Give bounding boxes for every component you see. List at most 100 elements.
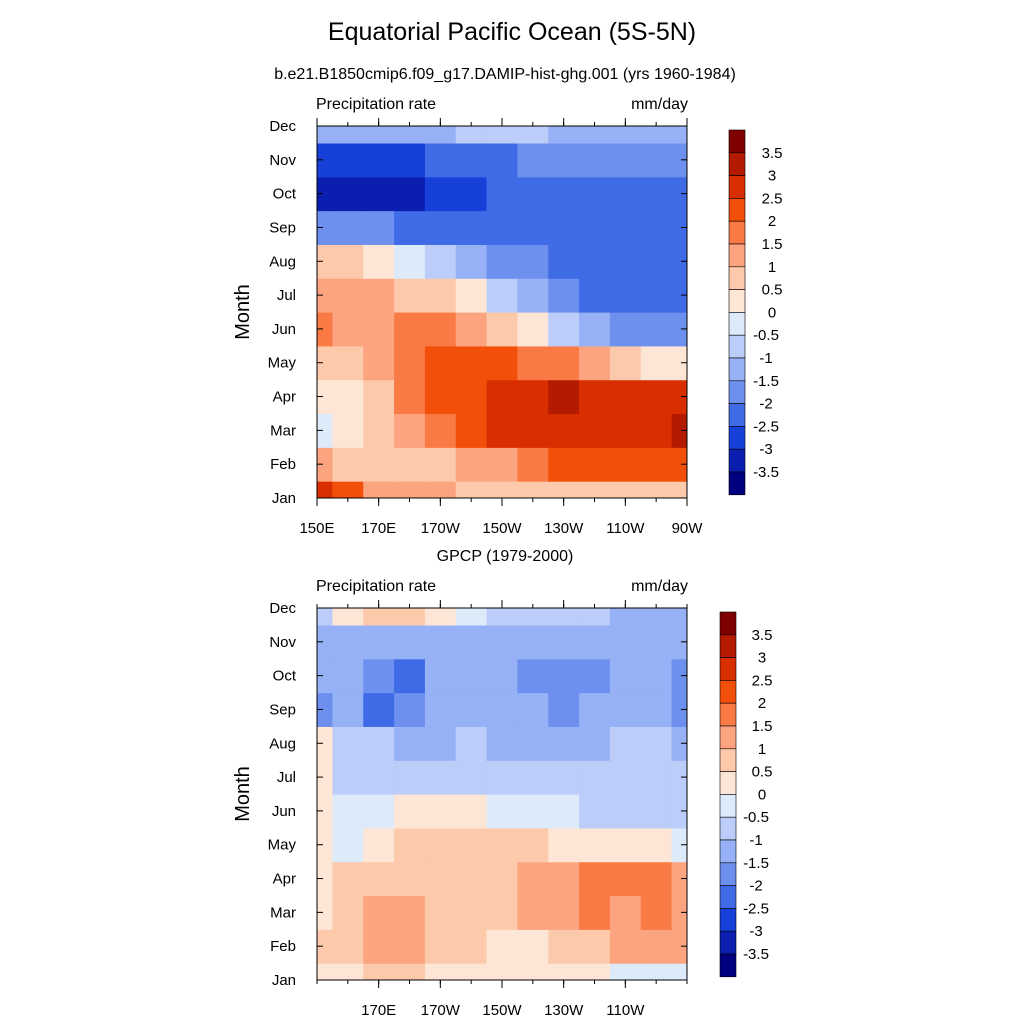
heatmap-cell xyxy=(317,176,334,212)
heatmap-cell xyxy=(579,929,611,964)
heatmap-cell xyxy=(609,176,642,212)
heatmap-cell xyxy=(579,278,611,313)
heatmap-cell xyxy=(317,963,334,980)
colorbar-swatch xyxy=(728,220,746,245)
heatmap-cell xyxy=(517,278,549,313)
heatmap-cell xyxy=(317,312,334,347)
heatmap-cell xyxy=(394,895,426,930)
heatmap-cell xyxy=(548,312,580,347)
heatmap-cell xyxy=(332,895,364,930)
heatmap-cell xyxy=(394,481,426,498)
heatmap-cell xyxy=(517,963,549,980)
heatmap-cell xyxy=(609,929,642,964)
heatmap-cell xyxy=(332,726,364,761)
heatmap-cell xyxy=(332,481,364,498)
heatmap-cell xyxy=(317,244,334,279)
heatmap-cell xyxy=(640,929,673,964)
heatmap-cell xyxy=(363,413,395,448)
heatmap-cell xyxy=(609,413,642,448)
heatmap-cell xyxy=(363,963,395,980)
heatmap-cell xyxy=(609,726,642,761)
colorbar-swatch xyxy=(719,908,737,932)
heatmap-cell xyxy=(548,658,580,694)
heatmap-cell xyxy=(640,210,673,245)
x-tick-label: 150E xyxy=(299,520,334,537)
heatmap-cell xyxy=(548,827,580,863)
heatmap-cell xyxy=(363,142,395,178)
heatmap-cell xyxy=(424,658,457,694)
heatmap-cell xyxy=(671,312,687,347)
heatmap-cell xyxy=(332,176,364,212)
heatmap-cell xyxy=(317,827,334,863)
heatmap-cell xyxy=(548,126,580,144)
heatmap-cell xyxy=(486,861,519,897)
heatmap-cell xyxy=(332,963,364,980)
colorbar-label: 3 xyxy=(758,650,766,667)
heatmap-cell xyxy=(363,794,395,829)
y-tick-label: Oct xyxy=(273,668,297,685)
colorbar-swatch xyxy=(719,680,737,704)
heatmap-cell xyxy=(363,760,395,795)
y-tick-label: Apr xyxy=(273,389,296,406)
heatmap-cell xyxy=(363,345,395,381)
heatmap-cell xyxy=(332,142,364,178)
heatmap-cell xyxy=(394,624,426,660)
heatmap-cell xyxy=(517,312,549,347)
colorbar-label: 0.5 xyxy=(752,764,773,781)
heatmap-cell xyxy=(363,210,395,245)
heatmap-cell xyxy=(317,278,334,313)
heatmap-cell xyxy=(579,126,611,144)
heatmap-cell xyxy=(486,447,519,482)
heatmap-cell xyxy=(332,379,364,415)
panel-2-subtitle: GPCP (1979-2000) xyxy=(436,548,574,565)
heatmap-cell xyxy=(579,142,611,178)
heatmap-cell xyxy=(671,413,687,448)
heatmap-cell xyxy=(424,624,457,660)
heatmap-cell xyxy=(671,658,687,694)
heatmap-cell xyxy=(317,658,334,694)
colorbar-swatch xyxy=(728,448,746,473)
heatmap-cell xyxy=(640,624,673,660)
colorbar-label: -1.5 xyxy=(743,855,769,872)
heatmap-cell xyxy=(394,312,426,347)
heatmap-cell xyxy=(424,176,457,212)
heatmap-cell xyxy=(517,624,549,660)
heatmap-cell xyxy=(671,447,687,482)
colorbar-2: 3.5 3 2.5 2 1.5 1 0.5 0 -0.5 -1 -1.5 -2 -2.5 -3 -3.5 xyxy=(719,611,773,978)
colorbar-swatch xyxy=(728,380,746,404)
heatmap-cell xyxy=(579,447,611,482)
colorbar-label: -1 xyxy=(749,832,762,849)
heatmap-cell xyxy=(455,142,488,178)
heatmap-cell xyxy=(517,126,549,144)
heatmap-cell xyxy=(609,827,642,863)
heatmap-cell xyxy=(640,608,673,626)
heatmap-cell xyxy=(424,861,457,897)
heatmap-cell xyxy=(640,379,673,415)
colorbar-swatch xyxy=(728,152,746,176)
heatmap-cell xyxy=(424,126,457,144)
heatmap-cell xyxy=(455,726,488,761)
heatmap-cell xyxy=(517,481,549,498)
colorbar-label: -2 xyxy=(759,396,772,413)
heatmap-cell xyxy=(332,345,364,381)
colorbar-label: -2.5 xyxy=(743,900,769,917)
heatmap-cell xyxy=(671,895,687,930)
heatmap-cell xyxy=(548,692,580,727)
heatmap-cell xyxy=(640,692,673,727)
heatmap-cell xyxy=(548,176,580,212)
heatmap-cell xyxy=(332,827,364,863)
heatmap-cell xyxy=(394,345,426,381)
heatmap-cell xyxy=(517,861,549,897)
heatmap-cell xyxy=(671,760,687,795)
colorbar-label: 0 xyxy=(768,304,776,321)
heatmap-cell xyxy=(517,692,549,727)
heatmap-cell xyxy=(548,624,580,660)
heatmap-cell xyxy=(317,126,334,144)
heatmap-cell xyxy=(394,210,426,245)
heatmap-cell xyxy=(363,278,395,313)
heatmap-cell xyxy=(486,278,519,313)
y-tick-label: Sep xyxy=(269,701,296,718)
y-tick-label: Dec xyxy=(269,118,296,135)
heatmap-cell xyxy=(548,895,580,930)
heatmap-cell xyxy=(548,379,580,415)
